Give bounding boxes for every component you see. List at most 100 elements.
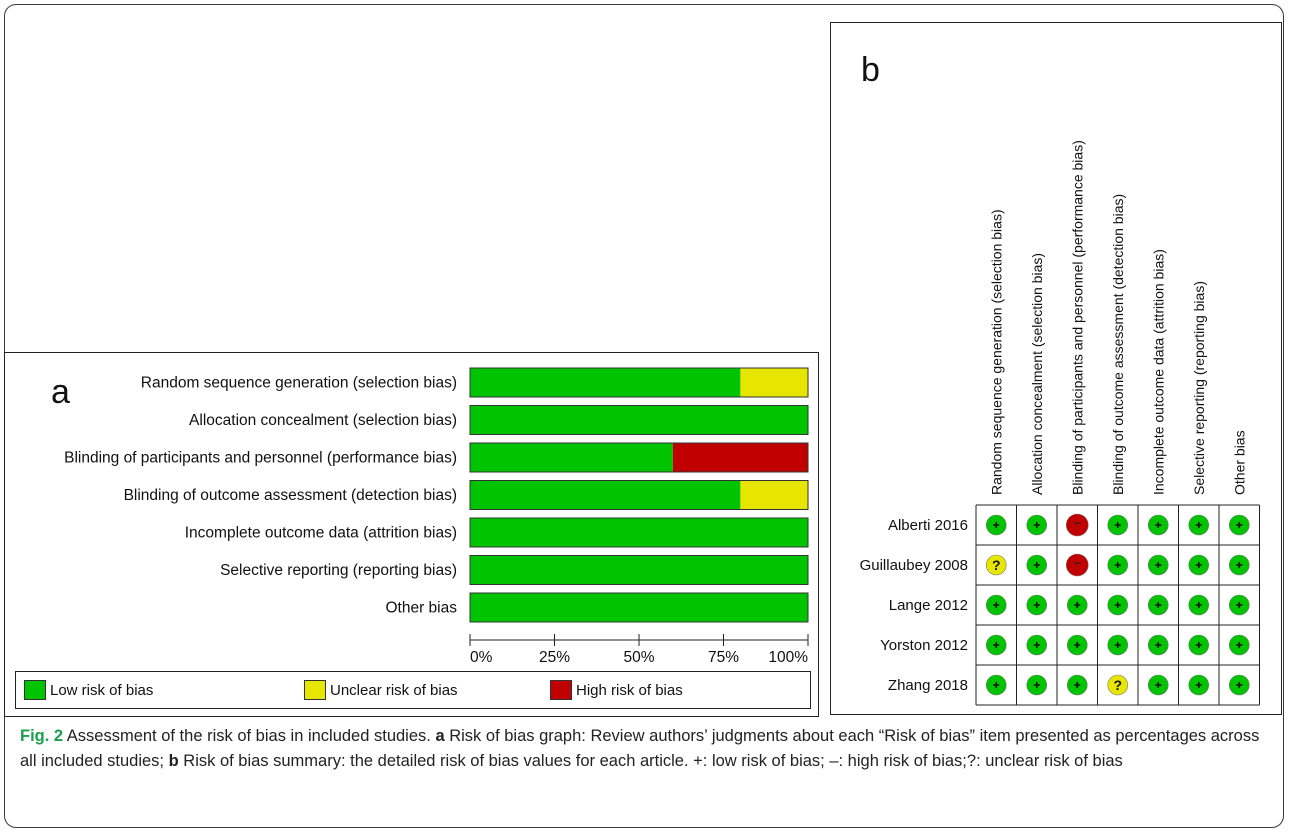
bar-outline — [469, 442, 809, 473]
row-label: Zhang 2018 — [888, 677, 968, 694]
plus-mark — [1033, 562, 1040, 568]
bar-segment — [740, 480, 808, 510]
plus-mark — [1155, 642, 1162, 648]
plus-mark — [1114, 562, 1121, 568]
x-tick-label: 100% — [768, 649, 808, 666]
row-label: Guillaubey 2008 — [860, 557, 968, 574]
plus-mark — [1074, 642, 1081, 648]
plus-mark — [1155, 562, 1162, 568]
bar-outline — [469, 555, 809, 585]
bar-segment — [470, 518, 808, 547]
figure-caption: Fig. 2 Assessment of the risk of bias in… — [20, 724, 1275, 774]
column-header-label: Blinding of outcome assessment (detectio… — [1110, 194, 1126, 495]
bar-outline — [469, 405, 809, 435]
plus-mark — [1195, 522, 1202, 528]
column-header-label: Incomplete outcome data (attrition bias) — [1150, 249, 1166, 495]
legend-label-unclear: Unclear risk of bias — [330, 681, 458, 699]
legend-item-high: High risk of bias — [550, 679, 683, 701]
category-label: Blinding of participants and personnel (… — [64, 450, 457, 467]
column-header-label: Selective reporting (reporting bias) — [1191, 281, 1207, 495]
caption-fig-label: Fig. 2 — [20, 727, 64, 745]
plus-mark — [1074, 682, 1081, 688]
plus-mark — [1033, 642, 1040, 648]
bar-segment — [672, 443, 808, 472]
plus-mark — [1074, 602, 1081, 608]
risk-of-bias-graph-panel: a Random sequence generation (selection … — [4, 352, 819, 717]
plus-mark — [1033, 682, 1040, 688]
judgement-symbol — [1065, 553, 1089, 577]
bar-outline — [469, 592, 809, 623]
plus-mark — [993, 522, 1000, 528]
plus-mark — [993, 682, 1000, 688]
x-tick-label: 25% — [539, 649, 570, 666]
plus-mark — [1195, 562, 1202, 568]
plus-mark — [1155, 522, 1162, 528]
plus-mark — [1236, 602, 1243, 608]
column-header-label: Other bias — [1231, 430, 1247, 495]
legend-label-low: Low risk of bias — [50, 681, 154, 699]
plus-mark — [1155, 602, 1162, 608]
question-mark: ? — [1113, 677, 1122, 693]
panel-b-letter: b — [861, 51, 880, 89]
legend-swatch-high — [550, 680, 572, 700]
legend-item-unclear: Unclear risk of bias — [304, 679, 458, 701]
plus-mark — [1236, 642, 1243, 648]
plus-mark — [1114, 522, 1121, 528]
caption-label-a: a — [435, 727, 445, 745]
legend-item-low: Low risk of bias — [24, 679, 153, 701]
bar-segment — [470, 555, 808, 585]
legend-label-high: High risk of bias — [576, 681, 683, 699]
x-tick-label: 0% — [470, 649, 493, 666]
bar-segment — [470, 480, 741, 510]
bar-outline — [469, 480, 809, 510]
plus-mark — [1195, 602, 1202, 608]
category-label: Blinding of outcome assessment (detectio… — [124, 487, 457, 504]
bar-outline — [469, 367, 809, 398]
plus-mark — [1195, 682, 1202, 688]
caption-text-1: Assessment of the risk of bias in includ… — [63, 727, 436, 745]
plus-mark — [1114, 642, 1121, 648]
bar-segment — [470, 368, 741, 397]
caption-text-3: Risk of bias summary: the detailed risk … — [178, 752, 1123, 770]
risk-of-bias-bar-chart: Random sequence generation (selection bi… — [64, 367, 809, 666]
caption-label-b: b — [168, 752, 179, 770]
category-label: Random sequence generation (selection bi… — [141, 375, 457, 392]
legend-swatch-unclear — [304, 680, 326, 700]
row-label: Alberti 2016 — [888, 517, 968, 534]
risk-of-bias-summary-panel: b Random sequence generation (selection … — [830, 22, 1282, 715]
category-label: Allocation concealment (selection bias) — [189, 412, 457, 429]
x-tick-label: 50% — [623, 649, 654, 666]
judgement-symbol — [1065, 513, 1089, 537]
row-label: Yorston 2012 — [880, 637, 968, 654]
plus-mark — [993, 602, 1000, 608]
column-header-label: Random sequence generation (selection bi… — [988, 209, 1004, 495]
plus-mark — [1236, 522, 1243, 528]
bar-outline — [469, 517, 809, 548]
caption-text-2: Risk of bias graph: Review authors’ judg… — [20, 727, 1260, 770]
row-label: Lange 2012 — [889, 597, 968, 614]
plus-mark — [1155, 682, 1162, 688]
risk-of-bias-summary-table: Random sequence generation (selection bi… — [860, 140, 1260, 706]
chart-legend: Low risk of bias Unclear risk of bias Hi… — [15, 671, 811, 709]
plus-mark — [1114, 602, 1121, 608]
bar-segment — [740, 368, 808, 397]
question-mark: ? — [992, 557, 1001, 573]
judgement-symbol — [1107, 674, 1129, 696]
judgement-symbol — [985, 554, 1007, 576]
category-label: Incomplete outcome data (attrition bias) — [185, 525, 457, 542]
column-header-label: Blinding of participants and personnel (… — [1069, 140, 1085, 495]
bar-segment — [470, 443, 673, 472]
legend-swatch-low — [24, 680, 46, 700]
category-label: Other bias — [385, 600, 457, 617]
category-label: Selective reporting (reporting bias) — [220, 562, 457, 579]
panel-a-letter: a — [51, 373, 70, 411]
plus-mark — [1033, 522, 1040, 528]
plus-mark — [1236, 562, 1243, 568]
plus-mark — [1195, 642, 1202, 648]
bar-segment — [470, 593, 808, 622]
x-tick-label: 75% — [708, 649, 739, 666]
plus-mark — [993, 642, 1000, 648]
plus-mark — [1033, 602, 1040, 608]
bar-segment — [470, 405, 808, 435]
column-header-label: Allocation concealment (selection bias) — [1029, 253, 1045, 495]
